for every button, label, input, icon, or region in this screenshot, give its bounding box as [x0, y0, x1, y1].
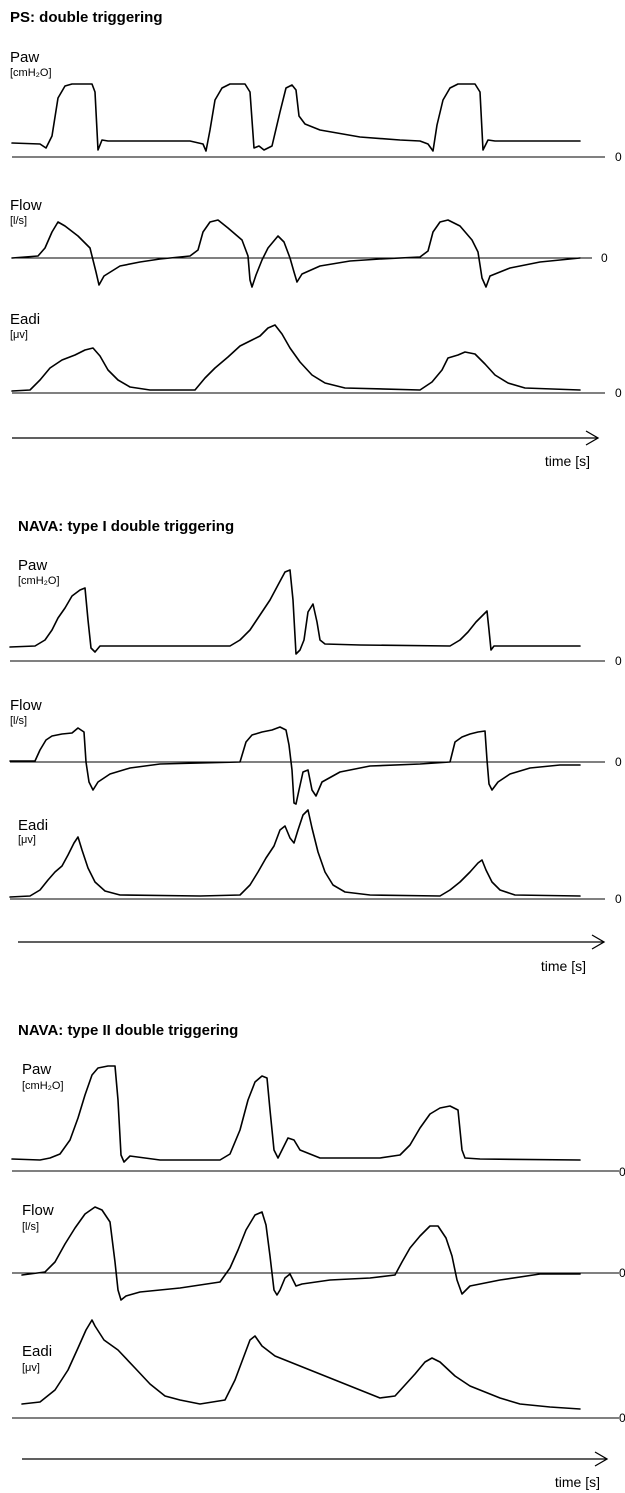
zero-label-flow: 0	[601, 251, 608, 265]
panel-name-flow: Flow	[10, 697, 42, 714]
panel-name-flow: Flow	[10, 197, 42, 214]
paw-trace	[9, 569, 581, 655]
panel-unit-paw: [cmH₂O]	[22, 1080, 64, 1092]
paw-trace	[11, 83, 581, 152]
zero-label-flow: 0	[615, 755, 622, 769]
zero-label-eadi: 0	[615, 892, 622, 906]
zero-label-eadi: 0	[619, 1411, 625, 1425]
zero-label-paw: 0	[615, 150, 622, 164]
time-axis-arrowhead	[585, 430, 600, 446]
panel-name-paw: Paw	[18, 557, 47, 574]
panel-unit-eadi: [μv]	[10, 329, 28, 341]
time-axis-arrowhead	[594, 1451, 609, 1467]
panel-unit-paw: [cmH₂O]	[10, 67, 52, 79]
zero-label-paw: 0	[619, 1165, 625, 1179]
time-axis-arrowhead	[591, 934, 606, 950]
zero-label-eadi: 0	[615, 386, 622, 400]
time-axis-label: time [s]	[541, 958, 586, 974]
section-nava-type-1: NAVA: type I double triggering Paw [cmH₂…	[9, 518, 622, 974]
section-title: NAVA: type II double triggering	[18, 1022, 238, 1039]
panel-name-paw: Paw	[10, 49, 39, 66]
paw-trace	[11, 1065, 581, 1163]
panel-unit-eadi: [μv]	[18, 834, 36, 846]
section-title: PS: double triggering	[10, 9, 163, 26]
panel-unit-flow: [l/s]	[22, 1221, 39, 1233]
panel-unit-paw: [cmH₂O]	[18, 575, 60, 587]
eadi-trace	[21, 1319, 581, 1410]
eadi-trace	[9, 809, 581, 898]
panel-unit-eadi: [μv]	[22, 1362, 40, 1374]
section-ps: PS: double triggering Paw [cmH₂O] 0 Flow…	[10, 9, 622, 469]
zero-label-paw: 0	[615, 654, 622, 668]
panel-name-eadi: Eadi	[22, 1343, 52, 1360]
flow-trace	[9, 726, 581, 805]
zero-label-flow: 0	[619, 1266, 625, 1280]
time-axis-label: time [s]	[545, 453, 590, 469]
panel-unit-flow: [l/s]	[10, 215, 27, 227]
panel-name-eadi: Eadi	[10, 311, 40, 328]
time-axis-label: time [s]	[555, 1474, 600, 1490]
flow-trace	[21, 1206, 581, 1301]
panel-unit-flow: [l/s]	[10, 715, 27, 727]
flow-trace	[11, 219, 581, 288]
eadi-trace	[11, 324, 581, 392]
panel-name-paw: Paw	[22, 1061, 51, 1078]
section-nava-type-2: NAVA: type II double triggering Paw [cmH…	[11, 1022, 625, 1490]
panel-name-flow: Flow	[22, 1202, 54, 1219]
section-title: NAVA: type I double triggering	[18, 518, 234, 535]
panel-name-eadi: Eadi	[18, 817, 48, 834]
